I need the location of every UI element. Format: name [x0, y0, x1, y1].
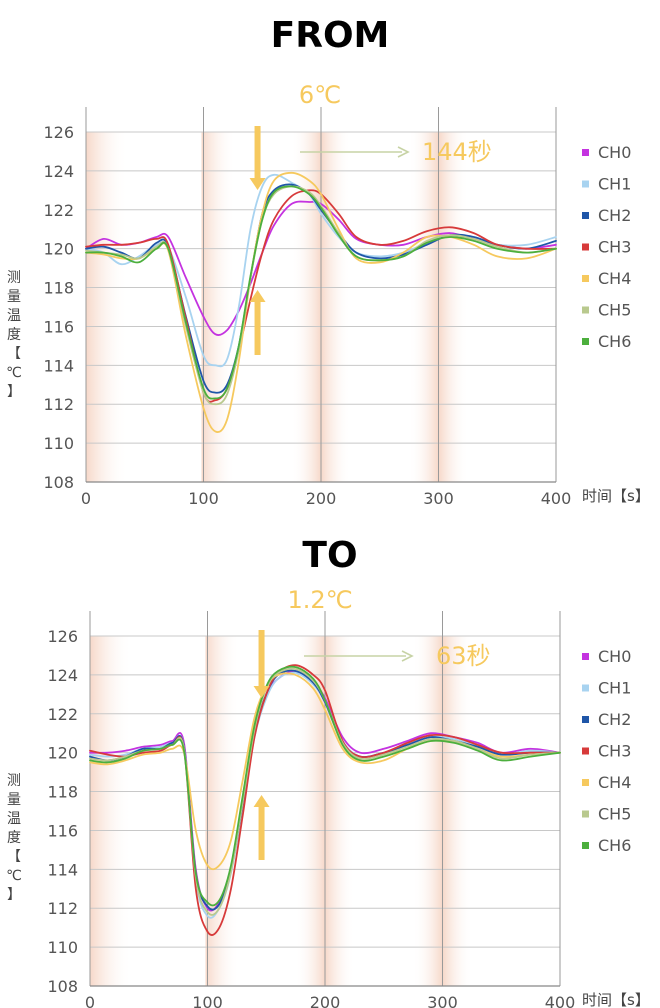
legend-swatch-ch4	[582, 779, 589, 786]
legend-label-ch2: CH2	[598, 710, 631, 729]
x-axis-label: 时间【s】	[582, 991, 650, 1008]
x-tick-label: 100	[192, 993, 223, 1008]
from-chart: FROM 108 110 112 114 116 118 120 122 124 126 0 100 20…	[6, 15, 650, 508]
temperature-delta-title: 1.2℃	[287, 586, 352, 614]
band-left	[90, 636, 132, 986]
time-arrow-head	[401, 650, 414, 662]
series-line-ch3	[85, 189, 557, 403]
legend-label-ch4: CH4	[598, 773, 631, 792]
y-tick-label: 108	[43, 473, 74, 492]
y-tick-label: 110	[47, 938, 78, 957]
y-tick-label: 114	[47, 860, 78, 879]
legend-label-ch2: CH2	[598, 206, 631, 225]
y-tick-label: 116	[47, 821, 78, 840]
y-tick-label: 112	[47, 899, 78, 918]
legend-label-ch5: CH5	[598, 301, 631, 320]
y-tick-label: 126	[43, 123, 74, 142]
y-axis-label-char: 温	[7, 308, 21, 324]
legend-swatch-ch0	[582, 149, 589, 156]
y-tick-label: 108	[47, 977, 78, 996]
legend-label-ch4: CH4	[598, 269, 631, 288]
legend-swatch-ch6	[582, 842, 589, 849]
y-axis-label-char: 量	[7, 289, 21, 305]
arrow-down-head	[253, 686, 270, 698]
legend-label-ch6: CH6	[598, 332, 631, 351]
chart-heading: TO	[302, 535, 357, 576]
y-tick-label: 120	[47, 744, 78, 763]
y-tick-label: 116	[43, 317, 74, 336]
legend-swatch-ch5	[582, 810, 589, 818]
x-tick-label: 200	[306, 489, 337, 508]
temperature-delta-title: 6℃	[299, 81, 341, 109]
legend-swatch-ch3	[582, 747, 589, 755]
legend-label-ch6: CH6	[598, 836, 631, 855]
x-axis-label: 时间【s】	[582, 487, 650, 505]
y-tick-label: 114	[43, 356, 74, 375]
legend-label-ch3: CH3	[598, 238, 631, 257]
legend-label-ch3: CH3	[598, 742, 631, 761]
y-axis-label-char: ℃	[6, 365, 22, 381]
x-tick-label: 400	[541, 489, 572, 508]
y-axis-label-char: 测	[7, 270, 21, 286]
legend-swatch-ch2	[582, 212, 589, 219]
band-left	[86, 132, 128, 482]
y-tick-label: 110	[43, 434, 74, 453]
x-tick-label: 300	[427, 993, 458, 1008]
chart-heading: FROM	[271, 15, 390, 56]
y-axis-label-char: 度	[7, 327, 21, 343]
y-tick-label: 122	[47, 705, 78, 724]
y-tick-label: 124	[43, 162, 74, 181]
legend-label-ch0: CH0	[598, 647, 631, 666]
y-tick-label: 112	[43, 395, 74, 414]
y-tick-label: 126	[47, 627, 78, 646]
y-tick-label: 124	[47, 666, 78, 685]
y-tick-label: 120	[43, 240, 74, 259]
arrow-up-head	[253, 795, 270, 807]
x-tick-label: 300	[423, 489, 454, 508]
legend-swatch-ch5	[582, 306, 589, 314]
y-axis-label-char: ℃	[6, 868, 22, 884]
y-tick-label: 122	[43, 201, 74, 220]
y-tick-label: 118	[47, 783, 78, 802]
arrow-down-head	[249, 178, 266, 190]
x-tick-label: 200	[310, 993, 341, 1008]
series-line-ch6	[85, 185, 557, 400]
legend-swatch-ch6	[582, 338, 589, 345]
band-100	[201, 132, 236, 482]
x-tick-label: 0	[81, 489, 91, 508]
to-chart: TO 108 110 112 114 116 118 120 122 124 126 0 100 200 3…	[6, 535, 650, 1008]
y-axis-label-char: 量	[7, 792, 21, 808]
recovery-time-annotation: 144秒	[422, 138, 492, 166]
legend-swatch-ch1	[582, 180, 589, 188]
series-line-ch6	[89, 665, 561, 907]
y-axis-label-char: 温	[7, 811, 21, 827]
x-tick-label: 400	[545, 993, 576, 1008]
band-100	[205, 636, 240, 986]
legend-swatch-ch1	[582, 684, 589, 692]
legend-swatch-ch4	[582, 275, 589, 282]
x-tick-label: 100	[188, 489, 219, 508]
legend-label-ch1: CH1	[598, 679, 631, 698]
legend-swatch-ch0	[582, 653, 589, 660]
time-arrow-head	[397, 146, 410, 158]
legend-label-ch0: CH0	[598, 143, 631, 162]
series-line-ch0	[85, 200, 557, 337]
legend-label-ch1: CH1	[598, 175, 631, 194]
legend-swatch-ch2	[582, 716, 589, 723]
recovery-time-annotation: 63秒	[436, 642, 491, 670]
y-axis-label-char: 测	[7, 773, 21, 789]
y-axis-label-char: 】	[7, 384, 21, 400]
legend-label-ch5: CH5	[598, 805, 631, 824]
y-axis-label-char: 度	[7, 830, 21, 846]
y-axis-label-char: 【	[7, 346, 21, 362]
x-tick-label: 0	[85, 993, 95, 1008]
series-line-ch5	[85, 185, 557, 406]
legend-swatch-ch3	[582, 243, 589, 251]
y-axis-label-char: 【	[7, 849, 21, 865]
y-tick-label: 118	[43, 279, 74, 298]
y-axis-label-char: 】	[7, 887, 21, 903]
arrow-up-head	[249, 290, 266, 302]
